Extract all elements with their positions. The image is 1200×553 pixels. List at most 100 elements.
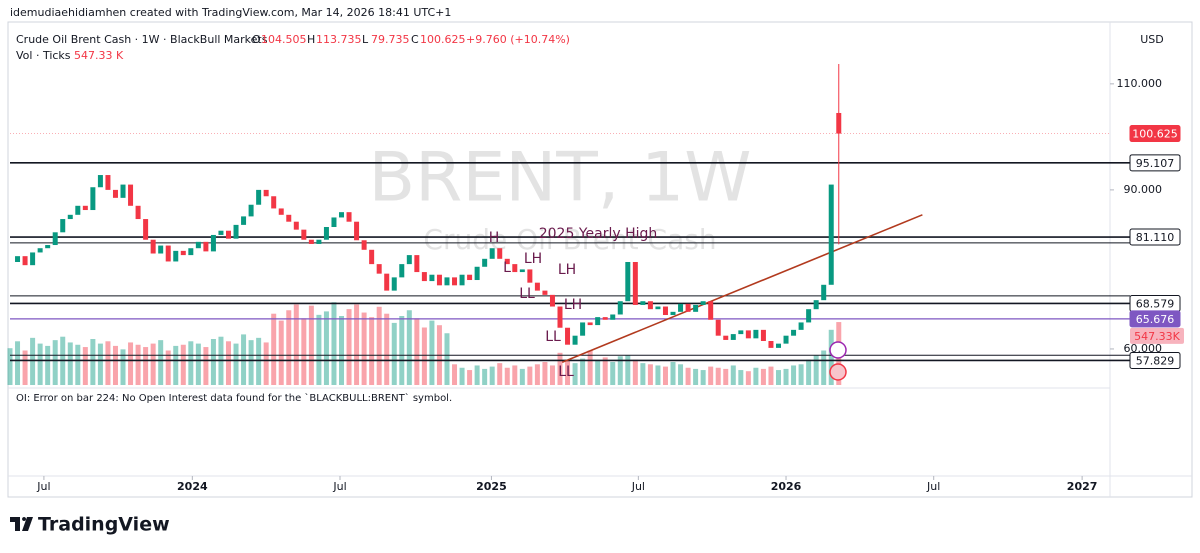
ohlc-value: 113.735: [316, 33, 362, 46]
x-tick-label: 2024: [177, 480, 208, 493]
candle-body: [399, 264, 405, 278]
volume-bar: [587, 350, 593, 385]
volume-bar: [210, 339, 216, 385]
price-tag-label: 95.107: [1136, 157, 1175, 170]
candle-body: [316, 239, 322, 244]
price-tag-label: 100.625: [1132, 128, 1178, 141]
candle-body: [753, 329, 759, 339]
candle-body: [67, 214, 73, 220]
candle-body: [821, 284, 827, 301]
logo-icon: [10, 517, 33, 531]
candle-body: [640, 301, 646, 305]
volume-bar: [474, 365, 480, 385]
candle-body: [534, 282, 540, 291]
volume-bar: [180, 344, 186, 385]
volume-tag-label: 547.33K: [1134, 330, 1180, 343]
candle-body: [647, 301, 653, 310]
candle-body: [45, 245, 51, 249]
price-tag: [1129, 351, 1181, 369]
volume-bar: [670, 362, 676, 385]
volume-bar: [195, 343, 201, 385]
candle-body: [715, 319, 721, 336]
volume-bar: [112, 345, 118, 385]
candle-body: [165, 245, 171, 262]
volume-bar: [52, 340, 58, 385]
candle-body: [135, 205, 141, 220]
candle-body: [15, 256, 21, 262]
volume-bar: [301, 318, 307, 385]
candle-body: [527, 269, 533, 283]
volume-bar: [361, 312, 367, 385]
candle-body: [188, 248, 194, 256]
candle-body: [331, 217, 337, 228]
volume-bar: [678, 364, 684, 385]
candle-body: [662, 306, 668, 316]
volume-bar: [534, 364, 540, 385]
change: +9.760 (+10.74%): [466, 33, 570, 46]
volume-bar: [617, 356, 623, 385]
volume-bar: [150, 343, 156, 385]
volume-bar: [128, 342, 134, 385]
candle-body: [519, 269, 525, 273]
candle-body: [256, 189, 262, 205]
candle-body: [542, 290, 548, 295]
price-tag: [1129, 154, 1181, 172]
annotation: LL: [558, 364, 574, 380]
candle-body: [369, 249, 375, 265]
candle-body: [617, 301, 623, 315]
candle-body: [60, 219, 66, 233]
candle-body: [339, 212, 345, 218]
candle-body: [429, 274, 435, 282]
candle-body: [482, 258, 488, 267]
volume-bar: [745, 371, 751, 385]
candle-body: [738, 330, 744, 335]
volume-bar: [791, 365, 797, 385]
ohlc-value: 104.505: [261, 33, 307, 46]
volume-bar: [354, 304, 360, 385]
candle-body: [75, 205, 81, 215]
candle-body: [730, 334, 736, 340]
candle-body: [233, 224, 239, 239]
candle-body: [90, 187, 96, 211]
candle-body: [467, 274, 473, 281]
volume-bar: [738, 370, 744, 385]
candle-body: [670, 311, 676, 316]
symbol: Crude Oil Brent Cash · 1W · BlackBull Ma…: [16, 33, 268, 46]
volume-bar: [632, 359, 638, 385]
ohlc-label: L: [362, 33, 369, 46]
y-tick-label: 90.000: [1124, 183, 1163, 196]
volume-bar: [482, 368, 488, 385]
candle-body: [293, 221, 299, 230]
candle-body: [775, 343, 781, 348]
candle-body: [354, 221, 360, 241]
volume-bar: [45, 345, 51, 385]
candle-body: [798, 322, 804, 330]
candle-body: [700, 301, 706, 305]
volume-bar: [512, 365, 518, 385]
candle-body: [150, 239, 156, 254]
candle-body: [52, 232, 58, 246]
volume-bar: [467, 370, 473, 385]
candle-body: [806, 309, 812, 323]
volume-bar: [82, 347, 88, 385]
volume-bar: [444, 333, 450, 385]
volume-bar: [768, 366, 774, 385]
volume-bar: [331, 302, 337, 385]
candle-body: [693, 304, 699, 312]
x-tick-label: 2025: [476, 480, 507, 493]
event-icon: [829, 341, 847, 359]
volume-bar: [143, 347, 149, 385]
candle-body: [414, 255, 420, 273]
candle-body: [406, 255, 412, 265]
watermark-sub: Crude Oil Brent Cash: [423, 223, 716, 256]
annotation: LH: [558, 262, 576, 278]
candle-body: [143, 219, 149, 240]
event-icon: [829, 363, 847, 381]
candle-body: [459, 274, 465, 286]
volume-bar: [323, 311, 329, 385]
candle-body: [22, 256, 28, 266]
volume-bar: [708, 366, 714, 385]
volume-bar: [278, 320, 284, 385]
volume-bar: [286, 310, 292, 385]
volume-bar: [406, 310, 412, 385]
